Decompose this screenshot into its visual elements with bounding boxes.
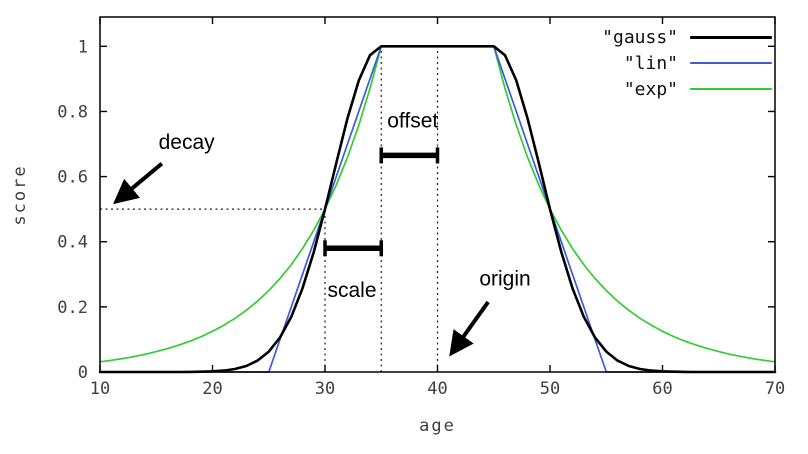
origin-label: origin (479, 268, 530, 291)
x-tick-label: 40 (427, 379, 447, 399)
decay-label: decay (159, 131, 216, 154)
y-tick-label: 0.4 (57, 233, 88, 253)
legend-line-lin (690, 62, 772, 64)
x-tick-label: 10 (90, 379, 110, 399)
legend-item-lin: "lin" (602, 52, 772, 74)
y-tick-label: 1 (78, 37, 88, 57)
x-tick-label: 70 (765, 379, 785, 399)
legend-line-exp (690, 88, 772, 90)
y-tick-label: 0.6 (57, 168, 88, 188)
legend-label-gauss: "gauss" (602, 26, 678, 48)
y-tick-label: 0.2 (57, 298, 88, 318)
legend-line-gauss (690, 35, 772, 39)
x-tick-label: 60 (652, 379, 672, 399)
scale-label: scale (327, 279, 376, 302)
legend-label-lin: "lin" (623, 52, 678, 74)
y-tick-label: 0.8 (57, 102, 88, 122)
x-tick-label: 20 (202, 379, 222, 399)
x-tick-label: 50 (540, 379, 560, 399)
legend: "gauss" "lin" "exp" (602, 26, 772, 100)
decay-arrow (113, 162, 164, 205)
x-axis-label: age (419, 416, 456, 436)
offset-label: offset (387, 110, 438, 133)
origin-arrow (449, 300, 490, 357)
legend-label-exp: "exp" (623, 78, 678, 100)
x-tick-label: 30 (315, 379, 335, 399)
y-axis-label: score (10, 164, 30, 226)
legend-item-exp: "exp" (602, 78, 772, 100)
legend-item-gauss: "gauss" (602, 26, 772, 48)
y-tick-label: 0 (78, 363, 88, 383)
